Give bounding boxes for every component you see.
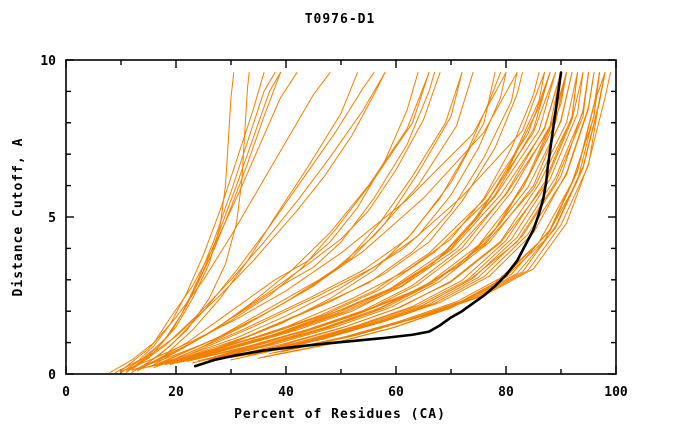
x-tick-label: 100 — [604, 385, 628, 400]
prediction-curve — [236, 72, 589, 358]
prediction-curve — [137, 72, 430, 370]
y-tick-label: 0 — [48, 368, 56, 383]
prediction-curve — [164, 72, 562, 366]
prediction-curve — [274, 72, 606, 354]
x-tick-label: 20 — [168, 385, 184, 400]
prediction-curve — [181, 72, 562, 363]
prediction-curve — [115, 72, 265, 373]
prediction-curve — [230, 72, 584, 359]
prediction-curve — [142, 72, 419, 369]
reference-curve — [193, 71, 563, 368]
prediction-curve — [214, 72, 584, 362]
prediction-curve — [181, 72, 518, 359]
prediction-curve — [164, 72, 463, 362]
prediction-curve — [208, 72, 540, 353]
prediction-curve — [192, 72, 578, 364]
x-tick-label: 60 — [388, 385, 404, 400]
y-tick-label: 10 — [40, 54, 56, 69]
x-axis-title: Percent of Residues (CA) — [234, 407, 446, 422]
prediction-curve — [241, 72, 589, 357]
prediction-curve — [148, 72, 551, 368]
prediction-curve — [142, 72, 545, 369]
y-tick-label: 5 — [48, 211, 56, 226]
x-tick-label: 80 — [498, 385, 514, 400]
y-axis-title: Distance Cutoff, A — [11, 138, 26, 297]
prediction-curve — [153, 72, 474, 369]
reference-curve-path — [193, 71, 563, 368]
prediction-curve — [296, 72, 611, 348]
prediction-curve — [131, 72, 386, 369]
prediction-curve — [131, 72, 386, 370]
prediction-curve — [120, 72, 331, 372]
prediction-curve — [159, 72, 556, 366]
prediction-curves — [109, 72, 611, 373]
tick-labels: 0 20 40 60 80 100 0 5 10 — [40, 54, 628, 400]
prediction-curve — [120, 72, 507, 372]
prediction-curve — [115, 72, 281, 373]
x-tick-label: 40 — [278, 385, 294, 400]
prediction-curve — [225, 72, 578, 359]
prediction-curve — [170, 72, 496, 366]
prediction-curve — [126, 72, 276, 372]
prediction-curve — [219, 72, 578, 360]
prediction-curve — [192, 72, 551, 359]
prediction-curve — [252, 72, 595, 356]
tick-marks — [65, 59, 617, 375]
prediction-curve — [153, 72, 556, 367]
prediction-curve — [197, 72, 567, 362]
prediction-curve — [230, 72, 589, 361]
x-tick-label: 0 — [62, 385, 70, 400]
prediction-curve — [170, 72, 567, 365]
page-title: T0976-D1 — [304, 12, 376, 27]
prediction-curve — [131, 72, 518, 371]
prediction-curve — [197, 72, 523, 356]
